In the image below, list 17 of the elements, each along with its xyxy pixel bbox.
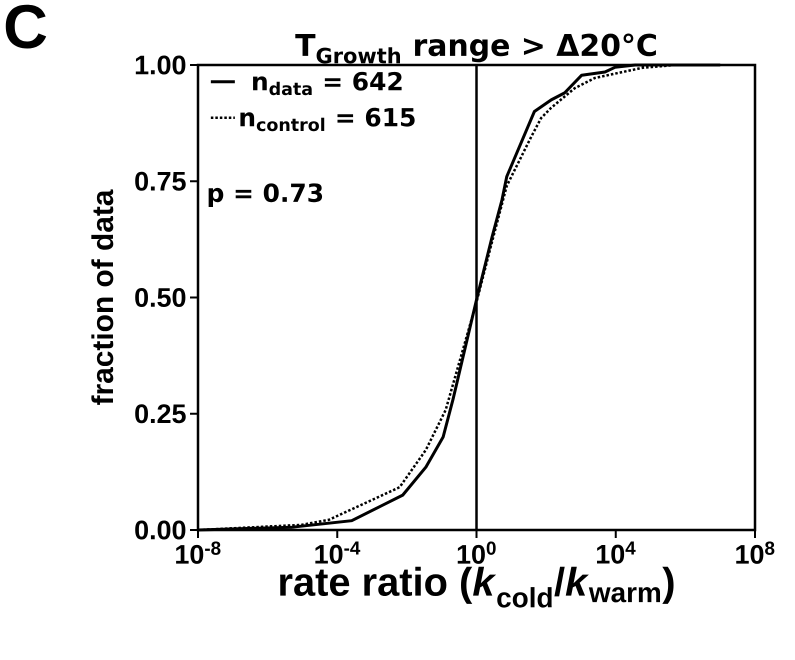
y-tick-label: 0.50 [135, 288, 186, 308]
x-tick-label: 10$^{4}$ [596, 542, 636, 564]
y-tick-label: 0.75 [135, 172, 186, 191]
legend-label: n$_{data}$ = 642 [253, 72, 402, 96]
x-tick-label: 10$^{-8}$ [176, 542, 221, 564]
legend-label: n$_{control}$ = 615 [240, 108, 415, 132]
annotation: p = 0.73 [208, 183, 322, 208]
x-tick-label: 10$^{8}$ [736, 542, 774, 564]
y-axis-title: fraction of data [91, 189, 114, 405]
text: C [6, 4, 46, 48]
x-tick-label: 10$^{0}$ [458, 542, 496, 564]
chart-title: T$_{Growth}$ range > Δ20°C [295, 33, 656, 64]
y-tick-label: 0.25 [135, 404, 186, 424]
x-axis-title: rate ratio (k$_{cold}$/k$_{warm}$) [280, 566, 674, 608]
x-tick-label: 10$^{-4}$ [315, 542, 360, 564]
y-tick-label: 0.00 [135, 520, 186, 540]
y-tick-label: 1.00 [136, 55, 186, 75]
